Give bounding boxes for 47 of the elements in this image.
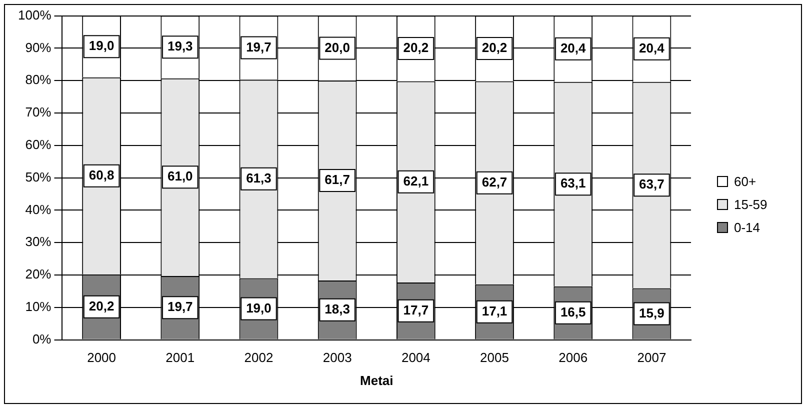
x-tick-label: 2004 — [401, 350, 430, 366]
y-tick-label: 20% — [25, 266, 52, 282]
legend-label: 15-59 — [734, 197, 768, 212]
y-tick-label: 40% — [25, 202, 52, 217]
data-label: 61,0 — [167, 168, 193, 184]
data-label: 20,2 — [403, 40, 429, 56]
legend-label: 0-14 — [734, 220, 760, 235]
data-label: 19,0 — [88, 38, 114, 54]
x-axis-title: Metai — [360, 372, 394, 388]
data-label: 63,1 — [560, 176, 586, 191]
x-tick-label: 2007 — [637, 350, 666, 366]
y-tick-label: 30% — [25, 234, 52, 250]
data-label: 19,3 — [167, 38, 193, 54]
text: 60+ — [734, 174, 756, 189]
data-label: 17,1 — [482, 303, 508, 318]
data-label: 20,4 — [560, 40, 587, 56]
y-tick-label: 90% — [25, 40, 52, 55]
data-label: 17,7 — [403, 302, 429, 318]
data-label: 60,8 — [88, 167, 114, 182]
data-label: 20,0 — [324, 40, 350, 55]
y-tick-label: 10% — [25, 298, 52, 314]
x-tick-label: 2001 — [166, 350, 195, 366]
data-label: 62,1 — [403, 173, 429, 188]
data-label: 61,3 — [246, 170, 272, 186]
x-tick-label: 2000 — [87, 350, 116, 366]
x-tick-label: 2006 — [558, 350, 588, 366]
data-label: 19,0 — [246, 300, 272, 316]
y-tick-label: 70% — [25, 104, 52, 120]
data-label: 62,7 — [482, 174, 508, 190]
y-tick-label: 50% — [25, 169, 52, 184]
data-label: 18,3 — [324, 301, 350, 316]
data-label: 20,2 — [482, 40, 508, 56]
data-label: 15,9 — [639, 305, 664, 320]
data-label: 20,4 — [639, 40, 666, 56]
y-tick-label: 80% — [25, 72, 52, 88]
y-tick-label: 0% — [32, 331, 52, 346]
y-tick-label: 100% — [18, 7, 52, 22]
data-label: 16,5 — [560, 304, 586, 320]
data-label: 19,7 — [246, 39, 272, 54]
x-tick-label: 2003 — [322, 350, 352, 366]
data-label: 61,7 — [324, 172, 350, 188]
x-tick-label: 2002 — [244, 350, 274, 366]
data-label: 19,7 — [167, 299, 193, 314]
data-label: 20,2 — [88, 298, 114, 314]
x-tick-label: 2005 — [480, 350, 509, 366]
y-tick-label: 60% — [25, 136, 52, 152]
data-label: 63,7 — [639, 176, 664, 192]
